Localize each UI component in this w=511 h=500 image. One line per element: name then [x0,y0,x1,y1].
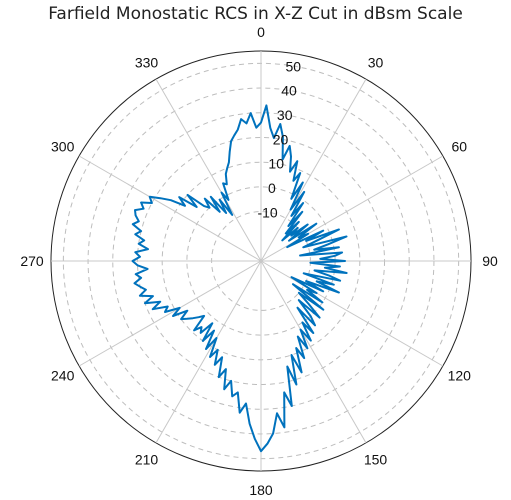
polar-grid [50,50,472,472]
angle-tick-label: 30 [368,55,384,71]
angular-gridline [155,78,262,262]
radial-tick-label: 40 [281,83,297,99]
angle-tick-label: 210 [135,451,159,467]
angle-tick-label: 150 [364,451,388,467]
angle-tick-label: 270 [20,253,44,269]
angle-tick-label: 300 [51,139,75,155]
radial-tick-label: -10 [257,204,277,220]
radial-tick-label: 10 [268,156,284,172]
radial-tick-label: 20 [273,131,289,147]
angle-tick-label: 180 [249,482,273,498]
radial-tick-labels: -10 0 10 20 30 40 50 [257,58,301,220]
angular-gridline [78,155,262,262]
chart-title: Farfield Monostatic RCS in X-Z Cut in dB… [48,4,463,24]
angle-tick-label: 240 [51,368,75,384]
radial-tick-label: 50 [286,58,302,74]
angle-tick-label: 90 [482,253,498,269]
angular-gridline [260,260,444,367]
angle-tick-label: 330 [135,55,159,71]
rcs-series-line [131,104,348,453]
angle-tick-label: 0 [257,24,265,40]
angle-tick-label: 60 [452,139,468,155]
angular-gridline [260,260,367,444]
radial-tick-label: 0 [268,180,276,196]
angle-tick-label: 120 [448,368,472,384]
angular-gridline [260,78,367,262]
angular-gridline [155,260,262,444]
series-layer [131,104,348,453]
radial-tick-label: 30 [277,107,293,123]
angular-gridline [78,260,262,367]
